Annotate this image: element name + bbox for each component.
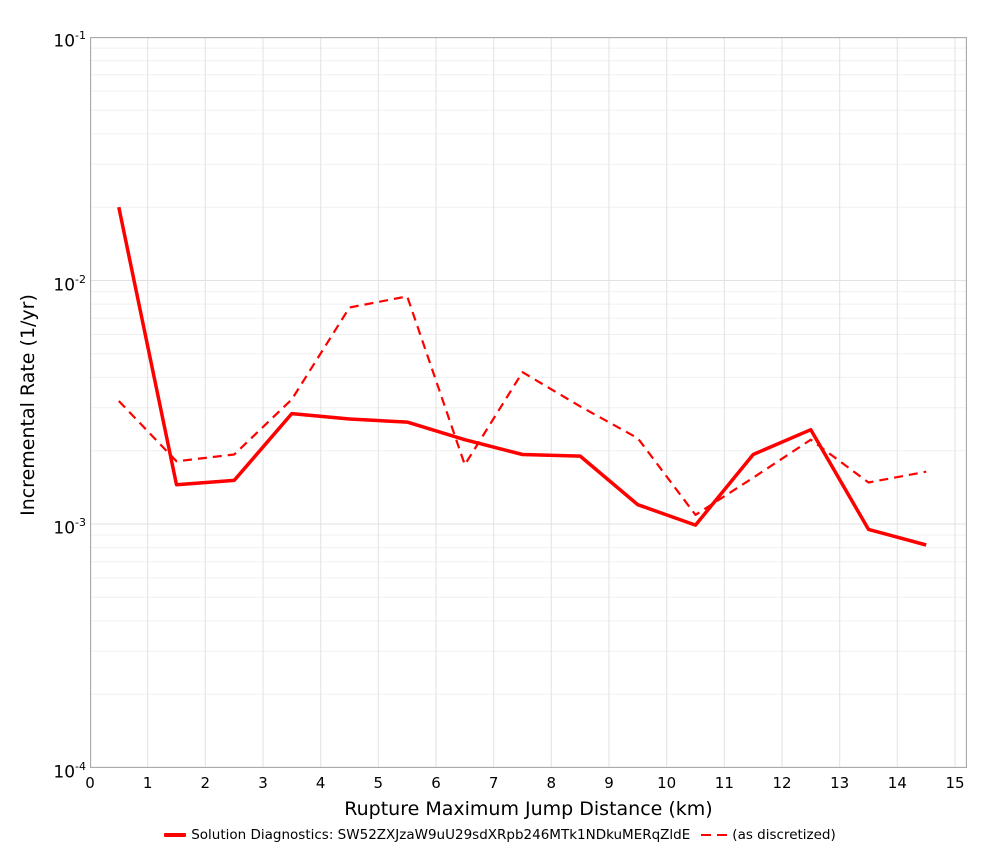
- y-tick-label: 10-1: [53, 29, 86, 52]
- legend-label-solution: Solution Diagnostics: SW52ZXJzaW9uU29sdX…: [191, 827, 691, 843]
- x-tick-label: 6: [431, 774, 441, 792]
- y-tick-label: 10-4: [53, 759, 86, 783]
- x-tick-label: 3: [258, 774, 268, 792]
- solution-diagnostics-line: [117, 206, 927, 547]
- x-tick-label: 13: [830, 774, 850, 792]
- x-tick-label: 1: [142, 774, 153, 792]
- legend: Solution Diagnostics: SW52ZXJzaW9uU29sdX…: [0, 824, 1000, 846]
- legend-label-discretized: (as discretized): [732, 827, 836, 843]
- discretized-line: [118, 295, 927, 516]
- x-tick-label: 11: [714, 774, 734, 792]
- x-tick-label: 2: [200, 774, 211, 792]
- y-tick-label: 10-3: [53, 516, 86, 539]
- x-tick-label: 15: [945, 774, 965, 792]
- y-axis-title: Incremental Rate (1/yr): [17, 294, 39, 516]
- x-tick-label: 12: [772, 774, 792, 792]
- plot-area: [90, 37, 967, 768]
- y-tick-label: 10-2: [53, 272, 86, 296]
- dashed-line-swatch: [701, 833, 728, 837]
- plot-border: [90, 37, 967, 768]
- x-tick-label: 4: [315, 774, 326, 792]
- x-tick-label: 7: [488, 774, 499, 792]
- solid-line-swatch: [164, 833, 187, 837]
- x-axis-title: Rupture Maximum Jump Distance (km): [344, 798, 713, 820]
- x-tick-label: 9: [604, 774, 614, 792]
- x-tick-label: 5: [373, 774, 384, 792]
- x-tick-label: 0: [85, 774, 95, 792]
- x-tick-label: 14: [887, 774, 907, 792]
- x-tick-label: 8: [546, 774, 557, 792]
- x-tick-label: 10: [657, 774, 677, 792]
